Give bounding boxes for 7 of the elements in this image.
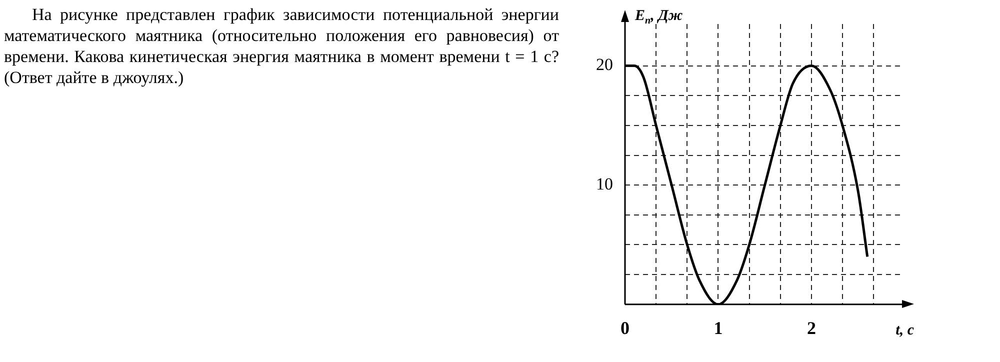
y-tick-label: 20 bbox=[596, 55, 613, 74]
x-tick-label: 1 bbox=[714, 318, 723, 338]
x-tick-label: 0 bbox=[620, 318, 630, 338]
text: На рисунке представлен график зависимости потенциальной энергии математического маятника (относительно положения его равновесия) от времени. Какова кинетическая энергия маятника в момент времени t = 1 с? (Ответ дайте в джоулях.) bbox=[4, 4, 559, 88]
y-tick-label: 10 bbox=[596, 174, 613, 194]
x-tick-label: 2 bbox=[806, 318, 816, 338]
x-axis-title: t, с bbox=[896, 322, 914, 338]
